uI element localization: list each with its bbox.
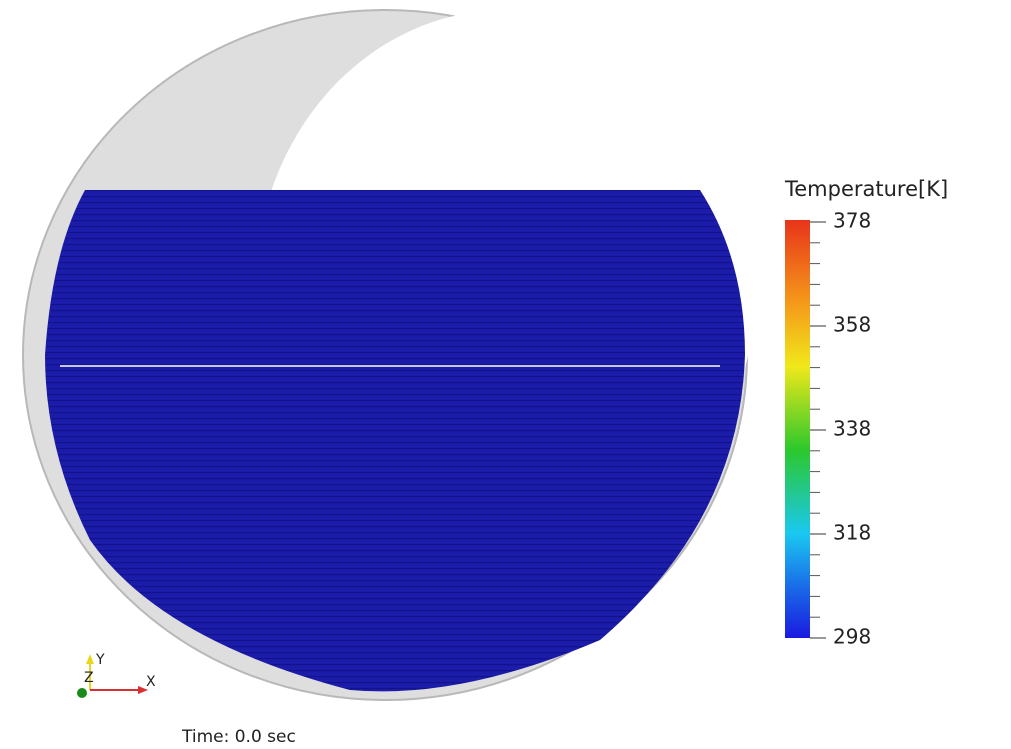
legend-title: Temperature[K]	[784, 177, 948, 201]
time-label: Time: 0.0 sec	[181, 727, 296, 747]
tick-label: 318	[833, 521, 871, 545]
axes-triad: Y Z X	[77, 652, 156, 698]
axis-label-y: Y	[95, 652, 105, 668]
tick-label: 298	[833, 625, 871, 649]
tick-label: 358	[833, 313, 871, 337]
color-bar	[785, 220, 810, 638]
tick-label: 338	[833, 417, 871, 441]
tick-label: 378	[833, 209, 871, 233]
axis-label-x: X	[146, 674, 156, 690]
axis-label-z: Z	[84, 670, 94, 686]
color-bar-ticks: 378 358 338 318 298	[810, 209, 871, 649]
render-view: Temperature[K] 378 358 338 318 298 Y Z X Tim…	[0, 0, 1011, 749]
